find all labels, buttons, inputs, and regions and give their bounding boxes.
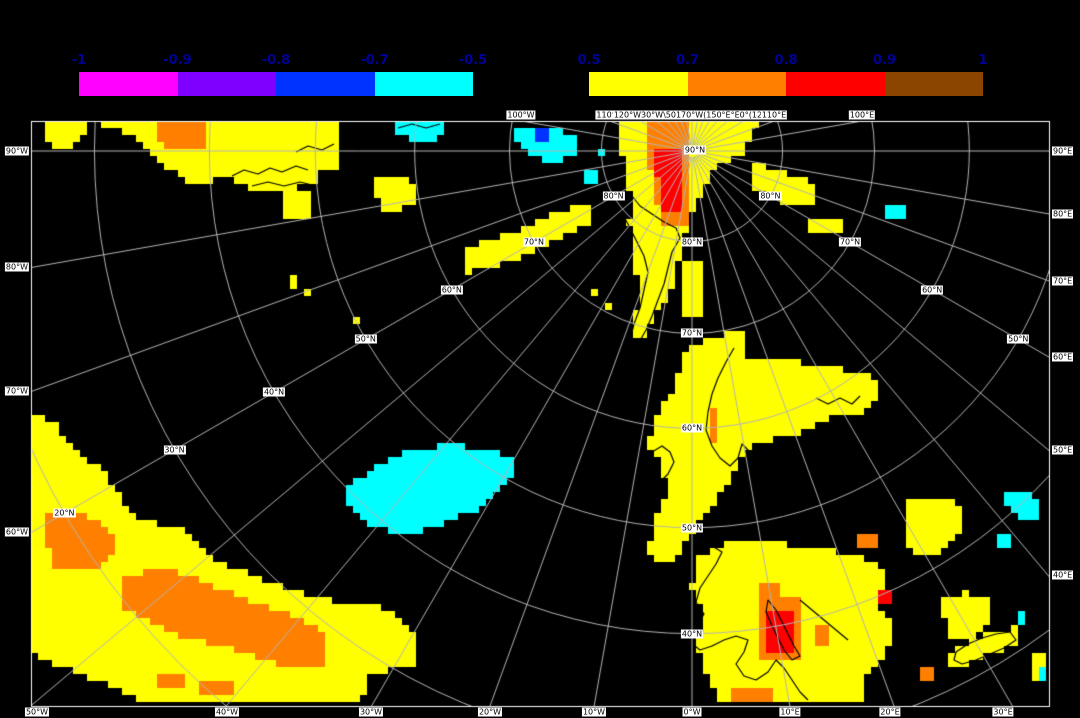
colorbar-segment [589, 72, 688, 96]
colorbar-tick-label: -0.5 [458, 53, 488, 68]
colorbar-tick-label: 0.7 [675, 53, 700, 68]
colorbar-segment [687, 72, 786, 96]
colorbar-segment [177, 72, 276, 96]
colorbar-tick-label: -0.7 [360, 53, 389, 68]
colorbar-tick-label: 1 [978, 53, 988, 68]
colorbar-segment [884, 72, 983, 96]
colorbar-negative [79, 72, 473, 96]
colorbar-positive [589, 72, 983, 96]
colorbar-tick-label: -0.9 [163, 53, 192, 68]
colorbar-tick-label: 0.5 [577, 53, 601, 68]
colorbar-tick-label: -0.8 [261, 53, 291, 68]
colorbar-tick-label: 0.8 [774, 53, 798, 68]
colorbar-segment [79, 72, 178, 96]
colorbar-tick-label: 0.9 [872, 53, 897, 68]
colorbar-tick-label: -1 [71, 53, 87, 68]
colorbar-segment [374, 72, 473, 96]
colorbar-segment [786, 72, 885, 96]
colorbar-segment [276, 72, 375, 96]
